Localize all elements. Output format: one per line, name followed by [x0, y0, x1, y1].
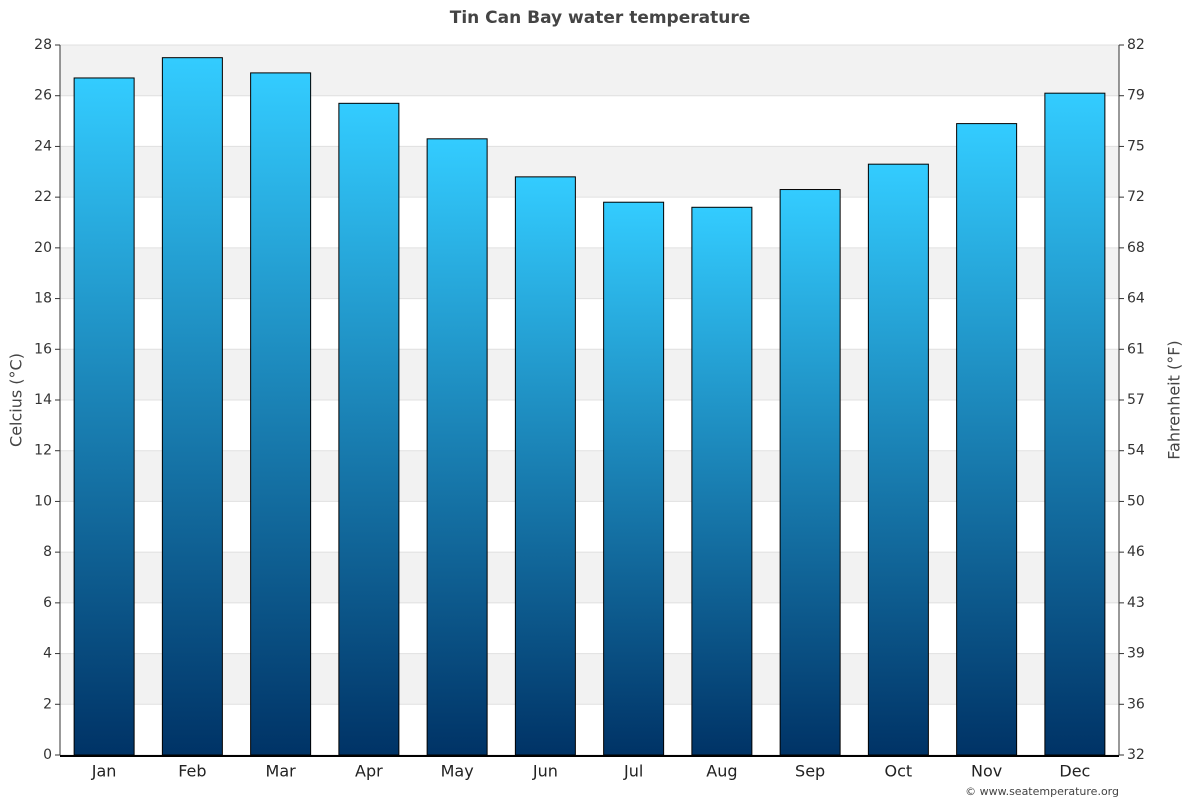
y2-tick-label: 50	[1127, 493, 1145, 509]
bar	[1044, 92, 1106, 756]
x-tick-label: Apr	[355, 762, 383, 781]
y2-tick-label: 57	[1127, 392, 1145, 408]
bar	[426, 138, 488, 756]
y-tick-label: 28	[34, 37, 52, 53]
bar	[514, 176, 576, 756]
x-tick-label: Oct	[885, 762, 913, 781]
y2-axis-title: Fahrenheit (°F)	[1165, 340, 1184, 459]
grid-band	[60, 653, 1119, 705]
y-tick-label: 10	[34, 493, 52, 509]
y-tick-label: 24	[34, 138, 52, 154]
bar	[691, 206, 753, 756]
bar	[250, 72, 312, 756]
y-tick-label: 8	[43, 544, 52, 560]
x-tick-label: Feb	[178, 762, 206, 781]
bar	[956, 123, 1018, 756]
bar	[161, 57, 223, 756]
y2-tick-label: 75	[1127, 138, 1145, 154]
bar	[779, 189, 841, 756]
grid-band	[60, 247, 1119, 299]
y-tick-label: 4	[43, 646, 52, 662]
bar	[338, 102, 400, 756]
y-tick-label: 16	[34, 341, 52, 357]
grid-band	[60, 146, 1119, 198]
y-tick-label: 26	[34, 88, 52, 104]
x-tick-label: Dec	[1059, 762, 1090, 781]
y-tick-label: 2	[43, 696, 52, 712]
y2-tick-label: 68	[1127, 240, 1145, 256]
y2-tick-label: 36	[1127, 696, 1145, 712]
y2-tick-label: 72	[1127, 189, 1145, 205]
x-tick-label: Jun	[532, 762, 558, 781]
bar	[603, 201, 665, 756]
chart-title: Tin Can Bay water temperature	[450, 8, 751, 28]
x-tick-label: Jul	[623, 762, 643, 781]
y-tick-label: 6	[43, 595, 52, 611]
y-tick-label: 12	[34, 443, 52, 459]
y2-tick-label: 46	[1127, 544, 1145, 560]
y-tick-label: 0	[43, 747, 52, 763]
x-tick-label: May	[441, 762, 474, 781]
y2-tick-label: 54	[1127, 443, 1145, 459]
x-tick-label: Nov	[971, 762, 1002, 781]
x-tick-label: Mar	[266, 762, 297, 781]
y-axis-title: Celcius (°C)	[7, 353, 26, 447]
y2-tick-label: 64	[1127, 291, 1145, 307]
y-tick-label: 18	[34, 291, 52, 307]
bar	[73, 77, 135, 756]
y-tick-label: 14	[34, 392, 52, 408]
bar	[867, 163, 929, 756]
y2-tick-label: 32	[1127, 747, 1145, 763]
grid-band	[60, 552, 1119, 603]
y2-tick-label: 61	[1127, 341, 1145, 357]
y2-tick-label: 79	[1127, 88, 1145, 104]
y-tick-label: 20	[34, 240, 52, 256]
x-tick-label: Jan	[91, 762, 117, 781]
credit: © www.seatemperature.org	[965, 785, 1119, 798]
y-tick-label: 22	[34, 189, 52, 205]
grid-band	[60, 45, 1119, 96]
grid-band	[60, 349, 1119, 400]
x-tick-label: Aug	[706, 762, 737, 781]
y2-tick-label: 39	[1127, 646, 1145, 662]
y2-tick-label: 82	[1127, 37, 1145, 53]
x-tick-label: Sep	[795, 762, 825, 781]
grid-band	[60, 450, 1119, 502]
y2-tick-label: 43	[1127, 595, 1145, 611]
